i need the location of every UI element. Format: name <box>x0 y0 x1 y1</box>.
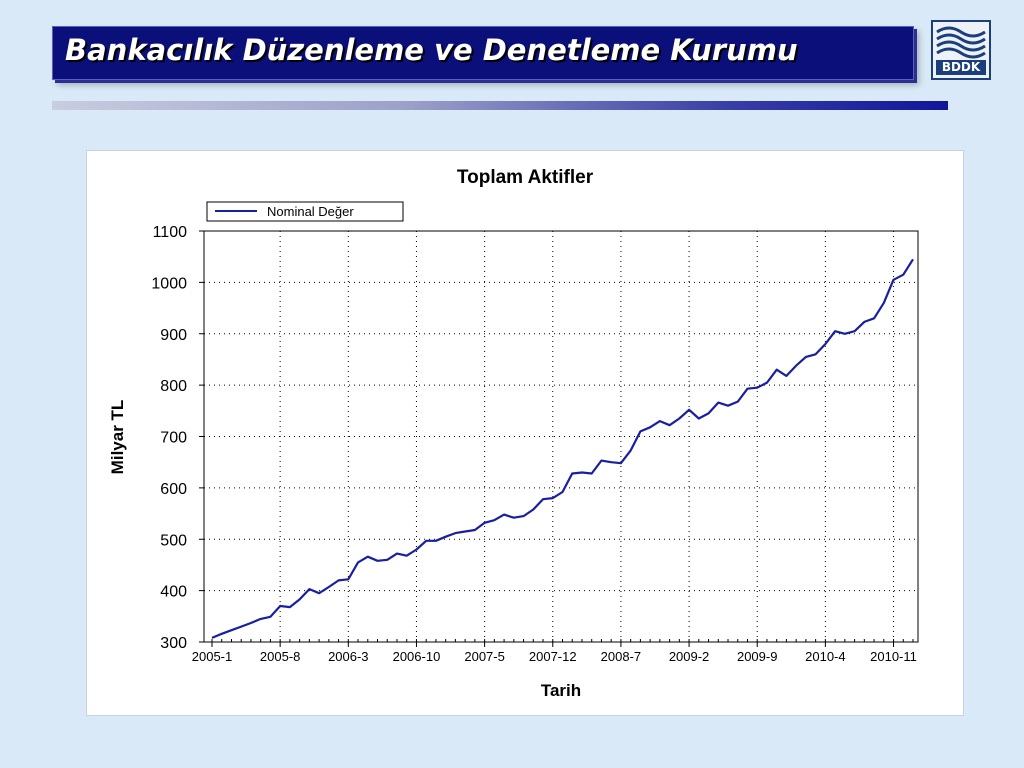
x-axis: 2005-1 2005-8 2006-3 2006-10 2007-5 2007-12 20… <box>192 639 917 664</box>
title-banner: Bankacılık Düzenleme ve Denetleme Kurumu <box>52 26 914 80</box>
y-tick-label: 1000 <box>151 275 187 292</box>
y-tick-label: 800 <box>160 378 187 395</box>
x-tick-label: 2007-12 <box>529 649 577 664</box>
y-tick-label: 1100 <box>153 224 188 241</box>
y-tick-label: 600 <box>160 481 187 498</box>
x-tick-label: 2006-10 <box>393 649 441 664</box>
legend-label: Nominal Değer <box>267 204 354 219</box>
line-chart: Toplam Aktifler Nominal Değer 300 400 500 6… <box>108 167 919 700</box>
y-tick-label: 300 <box>160 635 187 652</box>
series-line-nominal-deger <box>211 258 914 639</box>
x-tick-label: 2005-1 <box>192 649 232 664</box>
x-tick-label: 2007-5 <box>464 649 504 664</box>
legend-box <box>206 201 404 222</box>
logo-label: BDDK <box>936 60 986 75</box>
y-tick-label: 400 <box>160 584 187 601</box>
x-tick-label: 2010-11 <box>870 649 917 664</box>
y-tick-label: 900 <box>160 327 187 344</box>
grid-lines <box>204 231 918 642</box>
chart-title: Toplam Aktifler <box>457 167 594 188</box>
header-divider <box>52 101 948 110</box>
x-axis-label: Tarih <box>541 681 581 700</box>
y-tick-label: 700 <box>160 430 187 447</box>
logo-waves-icon <box>936 26 986 59</box>
page-title: Bankacılık Düzenleme ve Denetleme Kurumu <box>65 33 798 67</box>
chart-legend: Nominal Değer <box>206 201 404 222</box>
chart-panel: Toplam Aktifler Nominal Değer 300 400 500 6… <box>86 150 964 716</box>
x-tick-label: 2010-4 <box>805 649 845 664</box>
x-tick-label: 2006-3 <box>328 649 368 664</box>
y-axis-label: Milyar TL <box>108 400 127 475</box>
x-tick-label: 2005-8 <box>260 649 300 664</box>
x-tick-label: 2009-2 <box>669 649 709 664</box>
y-tick-label: 500 <box>160 532 187 549</box>
y-axis: 300 400 500 600 700 800 900 1000 1100 <box>151 224 204 652</box>
bddk-logo: BDDK <box>931 20 991 80</box>
plot-area <box>203 230 919 643</box>
x-tick-label: 2009-9 <box>737 649 777 664</box>
x-tick-label: 2008-7 <box>601 649 641 664</box>
